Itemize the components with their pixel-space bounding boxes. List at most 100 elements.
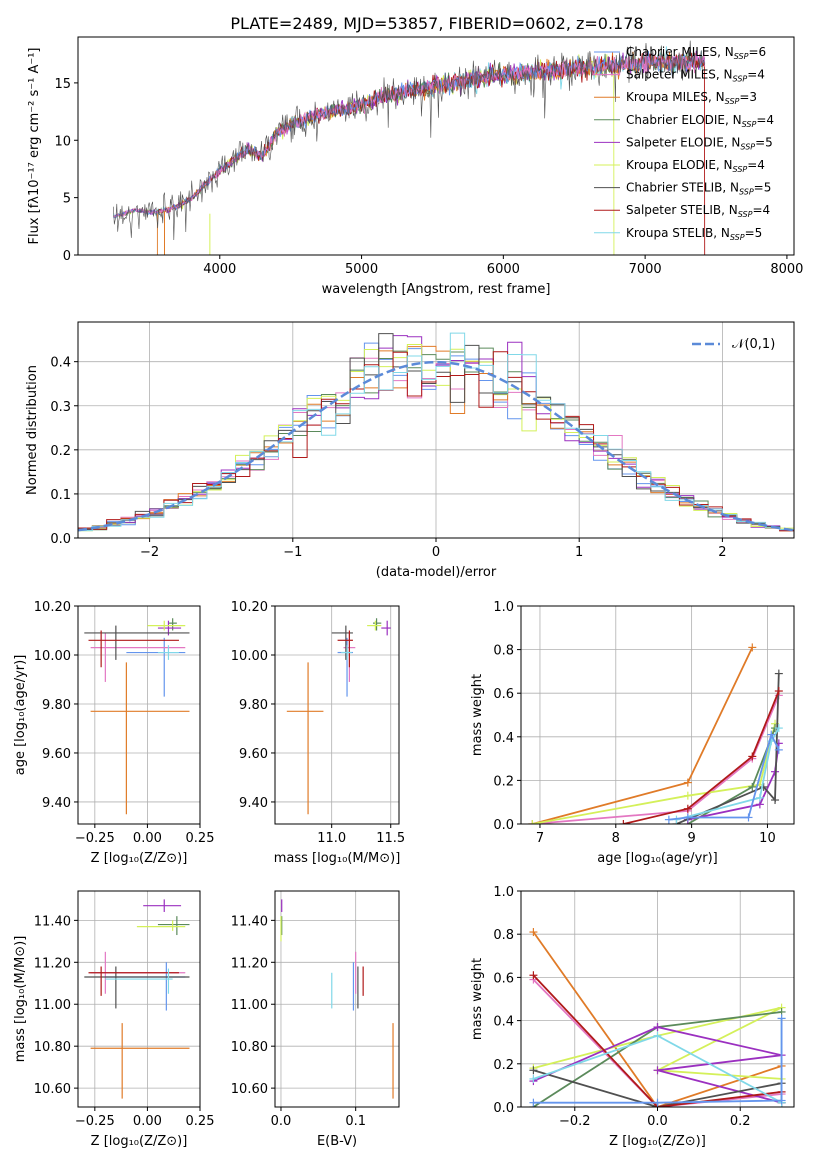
x-tick-label: 8 <box>612 831 620 846</box>
x-tick-label: 0.0 <box>271 1114 292 1129</box>
y-tick-label: 0.2 <box>493 1058 514 1073</box>
y-tick-label: 10.80 <box>34 1040 71 1055</box>
legend-label: Salpeter MILES, NSSP=4 <box>626 68 765 84</box>
panel-age-vs-Z: −0.25 0.00 0.25 9.40 9.60 9.80 10.00 10.20 Z [lo… <box>13 600 214 866</box>
axes-frame <box>274 890 400 1108</box>
y-tick-label: 9.40 <box>42 796 71 811</box>
axes-frame <box>77 605 201 825</box>
y-tick-label: 9.40 <box>239 796 268 811</box>
x-tick-label: 0.00 <box>133 1114 162 1129</box>
y-tick-label: 0.6 <box>493 687 514 702</box>
y-axis-label: age [log₁₀(age/yr)] <box>13 655 28 776</box>
x-tick-label: 7000 <box>629 262 662 277</box>
x-tick-label: −0.25 <box>75 831 115 846</box>
x-tick-label: 11.5 <box>376 831 405 846</box>
y-tick-label: 15 <box>54 77 71 92</box>
x-axis-label: Z [log₁₀(Z/Z⊙)] <box>609 1134 706 1149</box>
panel-weight-vs-age: 7 8 9 10 0.0 0.2 0.4 0.6 0.8 1.0 age [log₁₀(age/yr… <box>470 600 795 866</box>
y-tick-label: 1.0 <box>493 600 514 615</box>
y-tick-label: 11.00 <box>231 998 268 1013</box>
y-tick-label: 0.0 <box>50 532 71 547</box>
plot-area <box>84 899 190 1099</box>
x-tick-label: 10 <box>759 831 776 846</box>
x-tick-label: 0.2 <box>730 1114 751 1129</box>
x-tick-label: −2 <box>140 545 159 560</box>
legend-label: Kroupa ELODIE, NSSP=4 <box>626 158 765 174</box>
y-tick-label: 10 <box>54 134 71 149</box>
hist-step-krs <box>78 332 794 532</box>
legend: Chabrier MILES, NSSP=6 Salpeter MILES, NS… <box>594 45 774 242</box>
plot-area <box>78 332 794 534</box>
x-tick-label: 4000 <box>203 262 236 277</box>
y-tick-label: 5 <box>63 192 71 207</box>
x-tick-label: 9 <box>687 831 695 846</box>
weight-line-sam <box>532 695 780 824</box>
x-tick-label: −1 <box>283 545 302 560</box>
weight-line-chm <box>533 1018 783 1104</box>
y-tick-label: 11.40 <box>231 914 268 929</box>
legend-label: 𝒩(0,1) <box>732 337 775 352</box>
x-tick-label: 2 <box>718 545 726 560</box>
x-tick-label: 7 <box>536 831 544 846</box>
plot-area <box>286 618 391 815</box>
y-tick-label: 0 <box>63 249 71 264</box>
x-tick-label: −0.2 <box>559 1114 591 1129</box>
y-tick-label: 10.60 <box>34 1082 71 1097</box>
figure-title: PLATE=2489, MJD=53857, FIBERID=0602, z=0… <box>230 14 643 33</box>
x-tick-label: −0.25 <box>75 1114 115 1129</box>
y-tick-label: 9.80 <box>239 698 268 713</box>
x-axis-label: E(B-V) <box>317 1134 357 1149</box>
x-axis-label: wavelength [Angstrom, rest frame] <box>322 282 551 297</box>
panel-mass-vs-Z: −0.25 0.00 0.25 10.60 10.80 11.00 11.20 11.40 Z … <box>13 890 214 1149</box>
x-tick-label: 1 <box>575 545 583 560</box>
x-tick-label: 0.1 <box>345 1114 366 1129</box>
normal-reference-curve <box>78 360 794 532</box>
y-tick-label: 11.20 <box>231 956 268 971</box>
y-tick-label: 11.00 <box>34 998 71 1013</box>
spectrum-line-kre <box>113 54 615 255</box>
y-tick-label: 0.4 <box>493 731 514 746</box>
legend-label: Chabrier ELODIE, NSSP=4 <box>626 113 774 129</box>
y-tick-label: 0.3 <box>50 400 71 415</box>
plot-area <box>280 899 394 1099</box>
legend-label: Chabrier STELIB, NSSP=5 <box>626 181 771 197</box>
spectrum-line-chs <box>113 40 705 241</box>
y-tick-label: 11.20 <box>34 956 71 971</box>
y-tick-label: 0.4 <box>493 1015 514 1030</box>
x-tick-label: 8000 <box>770 262 803 277</box>
y-axis-label: mass [log₁₀(M/M⊙)] <box>13 936 28 1063</box>
x-tick-label: 5000 <box>345 262 378 277</box>
legend-label: Kroupa STELIB, NSSP=5 <box>626 226 762 242</box>
y-axis-label: Normed distribution <box>25 365 40 495</box>
x-axis-label: Z [log₁₀(Z/Z⊙)] <box>91 1134 188 1149</box>
plot-area <box>528 643 783 824</box>
y-tick-label: 10.00 <box>34 649 71 664</box>
legend-label: Chabrier MILES, NSSP=6 <box>626 45 766 61</box>
panel-mass-vs-ebv: 0.0 0.1 10.60 10.80 11.00 11.20 11.40 E(B-V) <box>231 890 400 1149</box>
y-tick-label: 11.40 <box>34 914 71 929</box>
panel-spectrum: 4000 5000 6000 7000 8000 0 5 10 15 wavelength [An… <box>27 36 803 297</box>
plot-area <box>112 40 706 255</box>
y-tick-label: 10.20 <box>231 600 268 615</box>
y-tick-label: 0.2 <box>50 444 71 459</box>
x-tick-label: 0.0 <box>647 1114 668 1129</box>
axes-frame <box>77 890 201 1108</box>
x-axis-label: mass [log₁₀(M/M⊙)] <box>274 851 401 866</box>
legend-label: Salpeter STELIB, NSSP=4 <box>626 203 770 219</box>
axes-frame <box>77 36 795 256</box>
y-tick-label: 10.60 <box>231 1082 268 1097</box>
panel-age-vs-mass: 11.0 11.5 9.40 9.60 9.80 10.00 10.20 mass [log₁… <box>231 600 405 866</box>
y-tick-label: 0.8 <box>493 928 514 943</box>
y-tick-label: 10.80 <box>231 1040 268 1055</box>
weight-line-sam <box>532 978 782 1107</box>
y-tick-label: 0.0 <box>493 1101 514 1116</box>
y-tick-label: 9.60 <box>42 747 71 762</box>
y-tick-label: 0.0 <box>493 818 514 833</box>
y-tick-label: 10.20 <box>34 600 71 615</box>
panel-residual-hist: −2 −1 0 1 2 0.0 0.1 0.2 0.3 0.4 (data-model)/error… <box>25 321 795 580</box>
x-tick-label: 0 <box>432 545 440 560</box>
y-tick-label: 0.8 <box>493 644 514 659</box>
legend-label: Kroupa MILES, NSSP=3 <box>626 90 757 106</box>
